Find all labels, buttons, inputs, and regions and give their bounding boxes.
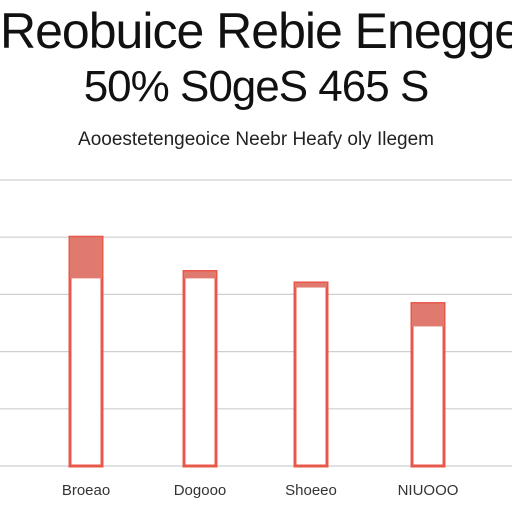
chart-title-line-2: 50% S0geS 465 S	[83, 62, 430, 111]
chart-title: Reobuice Rebie Enegge	[0, 3, 512, 59]
bar-fill-2	[184, 271, 216, 279]
x-tick-label: NIUOOO	[398, 482, 459, 499]
x-tick-label: Broeao	[62, 482, 110, 499]
x-tick-label: Shoeeo	[285, 482, 337, 499]
bar-outline-4	[410, 302, 446, 468]
x-tick-label: Dogooo	[174, 482, 227, 499]
bar-outline-3	[293, 281, 329, 468]
chart-subtitle: Aooestetengeoice Neebr Heafy oly Ilegem	[78, 129, 434, 150]
bar-outline-2	[182, 270, 218, 468]
bar-fill-3	[295, 282, 327, 288]
bars	[68, 235, 446, 468]
x-tick-labels: Broeao Dogooo Shoeeo NIUOOO	[62, 482, 459, 499]
bar-fill-1	[70, 237, 102, 279]
bar-fill-4	[412, 303, 444, 327]
